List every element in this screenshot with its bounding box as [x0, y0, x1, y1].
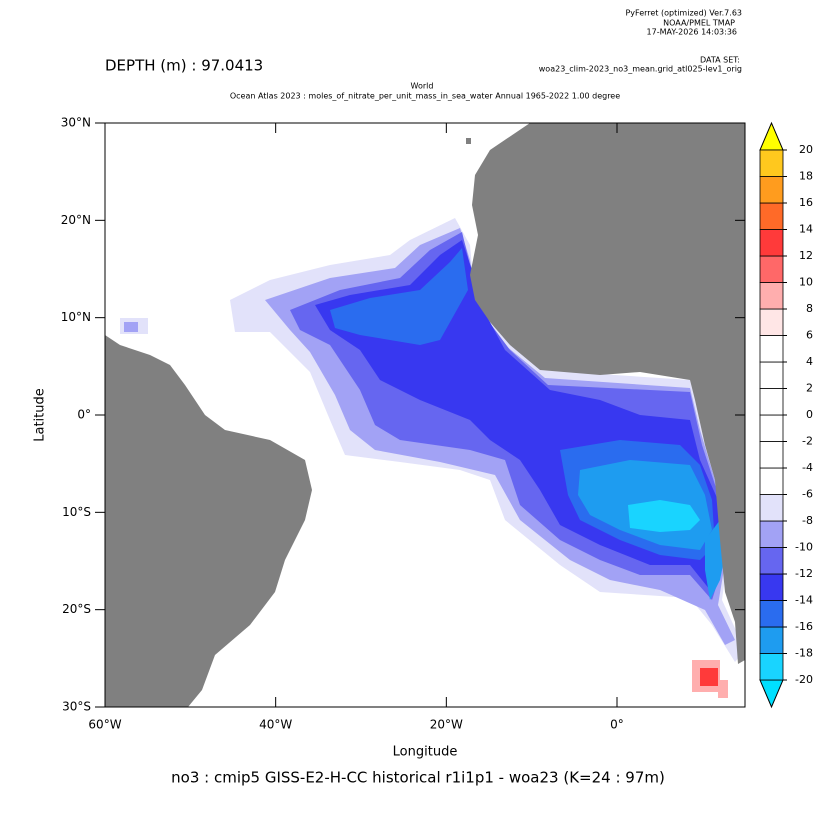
title: World	[411, 82, 434, 91]
colorbar-label: -10	[795, 541, 813, 554]
subtitle: Ocean Atlas 2023 : moles_of_nitrate_per_…	[230, 92, 620, 101]
colorbar-label: 2	[806, 382, 813, 395]
colorbar-label: -20	[795, 673, 813, 686]
y-tick-label: 20°N	[61, 213, 91, 227]
colorbar-label: -14	[795, 594, 813, 607]
colorbar-label: -2	[802, 435, 813, 448]
colorbar-label: 10	[799, 276, 813, 289]
colorbar-cell	[759, 414, 784, 442]
colorbar-cell	[759, 467, 784, 495]
colorbar-cell	[759, 176, 784, 204]
colorbar-cell	[759, 494, 784, 522]
x-tick-label: 0°	[610, 718, 624, 732]
y-tick-label: 0°	[77, 408, 91, 422]
y-tick-label: 20°S	[62, 602, 91, 616]
colorbar-cell	[759, 441, 784, 469]
dataset-name: woa23_clim-2023_no3_mean.grid_atl025-lev…	[539, 65, 742, 74]
colorbar-label: -6	[802, 488, 813, 501]
colorbar-label: -12	[795, 567, 813, 580]
program-label: PyFerret (optimized) Ver.7.63	[625, 9, 742, 18]
colorbar-cell	[759, 282, 784, 310]
colorbar-label: 6	[806, 329, 813, 342]
field	[105, 123, 745, 707]
colorbar-label: 16	[799, 196, 813, 209]
colorbar-cell	[759, 361, 784, 389]
colorbar-label: -18	[795, 647, 813, 660]
colorbar-cell	[759, 573, 784, 601]
colorbar-cell	[759, 520, 784, 548]
colorbar-label: 4	[806, 355, 813, 368]
colorbar-low	[759, 679, 784, 709]
y-tick-label: 30°N	[61, 116, 91, 130]
colorbar-cell	[759, 547, 784, 575]
y-tick-label: 30°S	[62, 700, 91, 714]
colorbar-high	[759, 121, 784, 151]
y-tick-label: 10°N	[61, 310, 91, 324]
x-tick-label: 20°W	[430, 718, 463, 732]
colorbar-cell	[759, 229, 784, 257]
colorbar-cell	[759, 149, 784, 177]
date-label: 17-MAY-2026 14:03:36	[647, 28, 737, 37]
colorbar-cell	[759, 202, 784, 230]
org-label: NOAA/PMEL TMAP	[663, 19, 735, 28]
x-tick-label: 40°W	[259, 718, 292, 732]
colorbar-cell	[759, 653, 784, 681]
colorbar-cell	[759, 255, 784, 283]
x-axis-label: Longitude	[393, 745, 458, 760]
colorbar-cell	[759, 308, 784, 336]
colorbar-cell	[759, 388, 784, 416]
footer: no3 : cmip5 GISS-E2-H-CC historical r1i1…	[171, 769, 665, 787]
x-tick-label: 60°W	[88, 718, 121, 732]
y-tick-label: 10°S	[62, 505, 91, 519]
colorbar-label: 18	[799, 170, 813, 183]
dataset-label: DATA SET:	[700, 56, 740, 65]
colorbar-cell	[759, 626, 784, 654]
colorbar-label: 8	[806, 302, 813, 315]
colorbar-label: -8	[802, 514, 813, 527]
y-axis-label: Latitude	[33, 388, 48, 442]
colorbar-label: 12	[799, 249, 813, 262]
colorbar-cell	[759, 335, 784, 363]
colorbar-label: 14	[799, 223, 813, 236]
colorbar-label: 0	[806, 408, 813, 421]
colorbar-label: -4	[802, 461, 813, 474]
colorbar-cell	[759, 600, 784, 628]
depth-label: DEPTH (m) : 97.0413	[105, 57, 263, 75]
colorbar-label: 20	[799, 143, 813, 156]
colorbar-label: -16	[795, 620, 813, 633]
